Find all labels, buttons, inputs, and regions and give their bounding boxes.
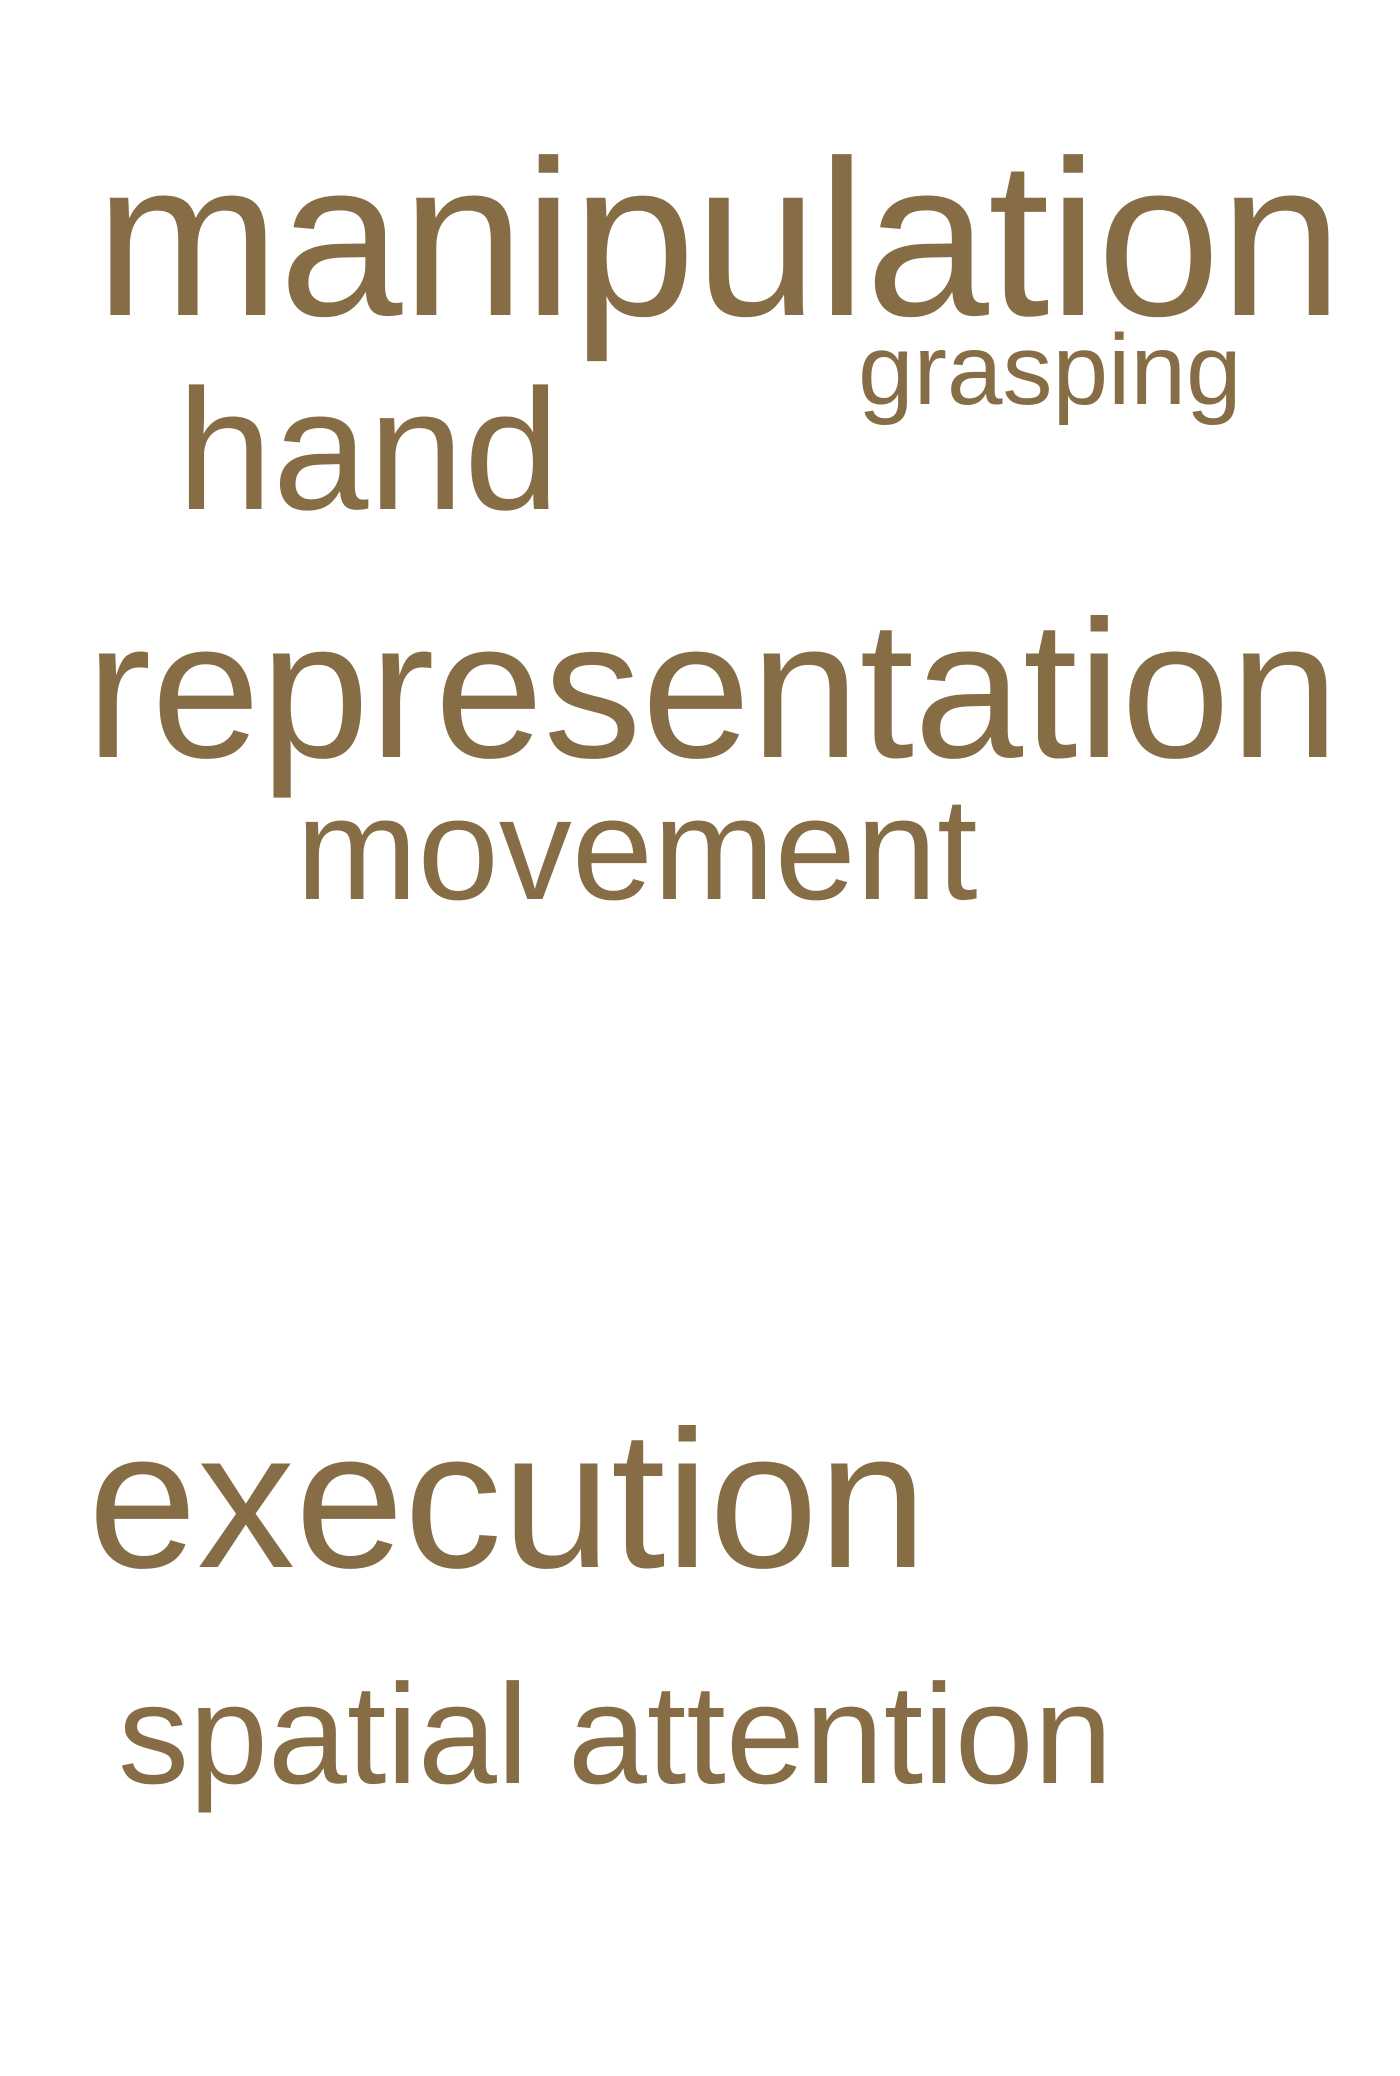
word-spatial-attention: spatial attention (118, 1655, 1113, 1814)
word-movement: movement (296, 767, 978, 930)
word-grasping: grasping (858, 314, 1242, 426)
word-execution: execution (88, 1390, 928, 1609)
word-representation: representation (86, 580, 1340, 799)
word-manipulation: manipulation (95, 115, 1343, 363)
word-hand: hand (177, 354, 560, 546)
